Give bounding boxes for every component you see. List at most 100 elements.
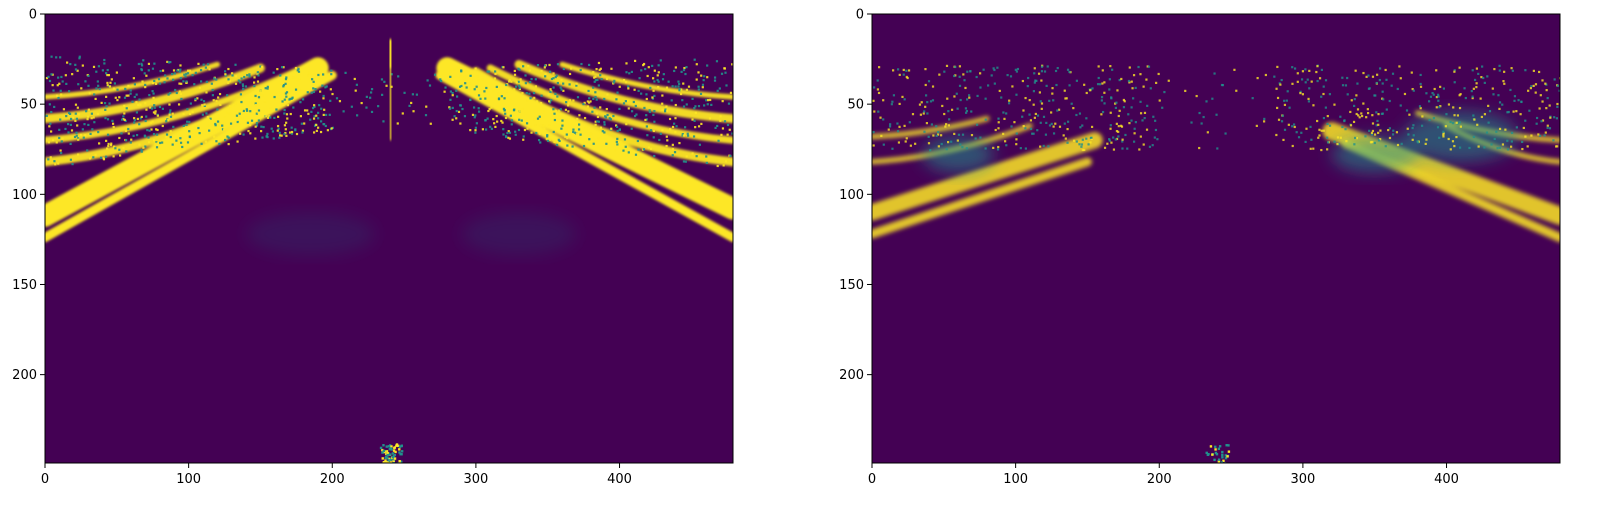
speckle: [1066, 127, 1069, 131]
speckle: [1063, 89, 1066, 92]
speckle: [80, 87, 83, 90]
speckle: [1541, 100, 1544, 103]
speckle: [1039, 100, 1042, 103]
speckle: [313, 115, 316, 118]
speckle: [495, 85, 498, 88]
speckle: [1458, 121, 1461, 124]
speckle: [492, 90, 495, 93]
speckle: [317, 73, 320, 77]
speckle: [227, 136, 230, 139]
speckle: [266, 85, 269, 88]
speckle: [716, 124, 719, 128]
speckle: [705, 161, 708, 165]
spot-pixel: [387, 458, 390, 462]
speckle: [477, 79, 480, 82]
speckle: [167, 61, 170, 64]
lane-band: [486, 64, 733, 144]
spot-pixel: [382, 444, 385, 447]
speckle: [1502, 80, 1505, 83]
speckle: [123, 118, 126, 121]
speckle: [68, 112, 72, 116]
speckle: [284, 82, 287, 85]
speckle: [958, 65, 962, 68]
speckle: [253, 76, 256, 79]
speckle: [109, 81, 112, 84]
speckle: [552, 130, 555, 134]
speckle: [242, 133, 245, 136]
speckle: [1438, 136, 1441, 139]
speckle: [1009, 75, 1013, 78]
speckle: [1097, 65, 1100, 68]
speckle: [624, 145, 627, 148]
speckle: [105, 72, 108, 75]
speckle: [494, 72, 497, 75]
speckle: [1048, 124, 1052, 127]
speckle: [1052, 132, 1056, 135]
speckle: [159, 141, 162, 145]
speckle: [513, 88, 516, 91]
spot-pixel: [1217, 458, 1221, 461]
speckle: [529, 80, 532, 84]
speckle: [107, 142, 110, 146]
speckle: [1128, 81, 1131, 84]
speckle: [239, 93, 243, 96]
speckle: [877, 91, 881, 95]
speckle: [502, 107, 506, 110]
speckle: [112, 155, 115, 158]
speckle: [227, 81, 230, 84]
speckle: [543, 66, 546, 69]
speckle: [697, 125, 701, 128]
speckle: [1345, 140, 1348, 143]
speckle: [1371, 122, 1375, 125]
speckle: [953, 95, 956, 98]
speckle: [131, 100, 134, 103]
speckle: [1504, 128, 1507, 131]
speckle: [227, 67, 230, 71]
speckle: [565, 101, 568, 104]
speckle: [549, 88, 552, 91]
speckle: [642, 148, 646, 151]
speckle: [1089, 141, 1092, 144]
speckle: [1010, 125, 1013, 128]
speckle: [663, 110, 667, 113]
speckle: [396, 122, 399, 125]
speckle: [215, 99, 218, 103]
speckle: [945, 64, 949, 68]
speckle: [1002, 111, 1005, 114]
y-tick-label: 200: [839, 368, 864, 383]
speckle: [329, 99, 332, 102]
speckle: [996, 148, 1000, 151]
speckle: [294, 92, 297, 95]
speckle: [369, 96, 372, 99]
speckle: [226, 94, 229, 97]
speckle: [603, 131, 606, 134]
spot-pixel: [1227, 444, 1230, 447]
speckle: [1224, 132, 1227, 135]
speckle: [1498, 107, 1501, 111]
speckle: [84, 80, 87, 83]
speckle: [1016, 67, 1020, 71]
speckle: [1312, 147, 1315, 150]
speckle: [311, 106, 315, 110]
speckle: [1376, 73, 1379, 76]
speckle: [726, 123, 730, 127]
speckle: [1101, 69, 1104, 72]
speckle: [224, 74, 228, 77]
speckle: [241, 85, 245, 88]
speckle: [1275, 87, 1278, 90]
speckle: [1515, 126, 1518, 129]
speckle: [539, 102, 543, 105]
speckle: [998, 89, 1001, 93]
speckle: [310, 91, 313, 94]
speckle: [217, 125, 220, 128]
speckle: [477, 94, 481, 97]
speckle: [674, 131, 677, 134]
spot-pixel: [385, 450, 389, 453]
speckle: [876, 88, 880, 91]
speckle: [184, 75, 187, 78]
speckle: [216, 108, 219, 111]
speckle: [320, 120, 323, 123]
speckle: [182, 80, 185, 83]
speckle: [1412, 134, 1415, 137]
speckle: [606, 93, 609, 96]
